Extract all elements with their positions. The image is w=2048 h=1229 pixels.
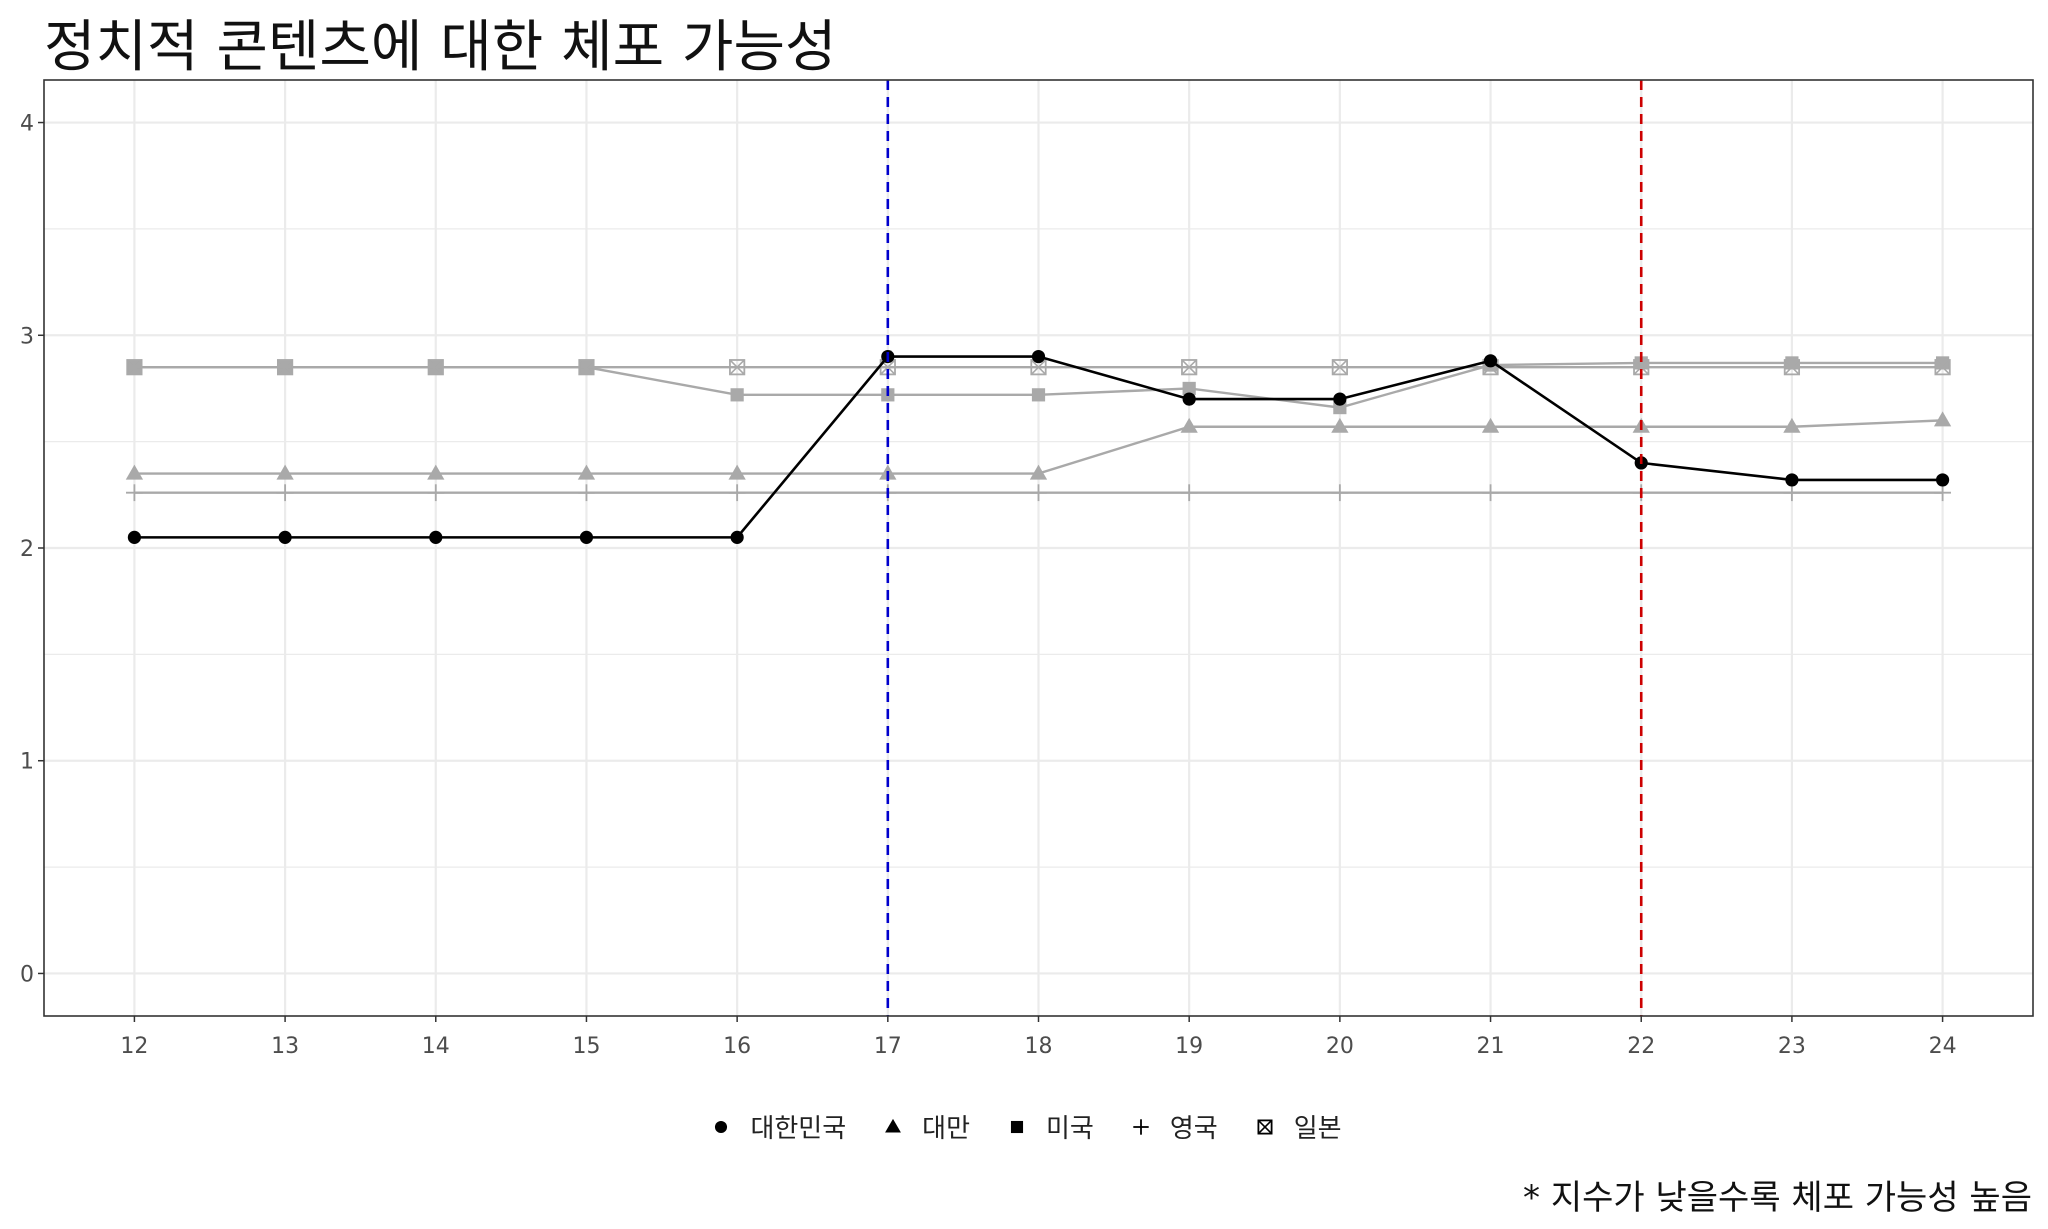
x-tick-label: 16 <box>723 1034 751 1059</box>
chart-title: 정치적 콘텐츠에 대한 체포 가능성 <box>44 15 837 80</box>
y-tick-label: 2 <box>20 537 34 562</box>
y-tick-label: 0 <box>20 962 34 987</box>
data-point-triangle <box>1029 464 1048 480</box>
y-tick-label: 3 <box>20 324 34 349</box>
x-tick-label: 14 <box>422 1034 450 1059</box>
legend: 대한민국 대만 미국 영국 일본 <box>0 1108 2048 1149</box>
legend-square-icon <box>1010 1120 1024 1133</box>
data-point-plus <box>1934 484 1951 502</box>
x-tick-label: 22 <box>1627 1034 1655 1059</box>
data-point-triangle <box>728 464 746 480</box>
data-point-plus <box>1180 484 1198 502</box>
data-point-circle <box>429 530 443 544</box>
legend-marker <box>885 1118 902 1133</box>
data-point-circle <box>1031 349 1046 364</box>
data-point-triangle <box>1331 417 1349 433</box>
legend-item: 일본 <box>1250 1108 1342 1145</box>
data-point-plus <box>578 484 595 502</box>
x-tick-label: 20 <box>1326 1034 1354 1059</box>
x-tick-label: 21 <box>1477 1034 1505 1059</box>
legend-plus-icon <box>1133 1118 1149 1135</box>
data-point-plus <box>728 484 746 502</box>
data-point-triangle <box>1783 417 1801 433</box>
data-point-square <box>1031 388 1046 402</box>
data-point-triangle <box>125 464 144 480</box>
legend-circle-icon <box>715 1120 728 1133</box>
x-tick-label: 13 <box>271 1034 299 1059</box>
legend-boxcross-icon <box>1257 1118 1273 1134</box>
y-tick-label: 1 <box>20 750 34 775</box>
legend-item: 대한민국 <box>706 1108 846 1145</box>
legend-item: 미국 <box>1002 1108 1094 1145</box>
legend-item: 대만 <box>878 1108 970 1145</box>
legend-label: 일본 <box>1293 1114 1342 1144</box>
legend-marker <box>1010 1120 1024 1133</box>
data-point-circle <box>1483 354 1498 368</box>
data-point-circle <box>1182 392 1196 406</box>
data-point-plus <box>427 484 445 502</box>
data-point-boxcross <box>1783 359 1801 376</box>
data-point-triangle <box>276 464 294 480</box>
data-point-plus <box>1331 484 1349 502</box>
legend-label: 대만 <box>922 1114 970 1144</box>
data-point-boxcross <box>427 359 444 376</box>
x-tick-label: 18 <box>1025 1034 1053 1059</box>
data-point-triangle <box>1933 411 1952 427</box>
legend-label: 영국 <box>1169 1114 1218 1144</box>
data-point-boxcross <box>276 359 294 376</box>
legend-marker <box>715 1120 728 1133</box>
legend-item: 영국 <box>1126 1108 1218 1145</box>
data-point-boxcross <box>578 359 595 376</box>
data-point-plus <box>1030 484 1047 502</box>
data-point-circle <box>730 530 744 544</box>
data-point-triangle <box>1481 417 1500 433</box>
data-point-boxcross <box>1934 359 1951 376</box>
data-point-plus <box>276 484 294 502</box>
data-point-circle <box>1333 392 1347 406</box>
data-point-circle <box>1935 473 1950 487</box>
data-point-square <box>1182 381 1196 396</box>
data-point-plus <box>126 484 143 502</box>
legend-label: 대한민국 <box>750 1114 847 1144</box>
data-point-plus <box>1783 484 1801 502</box>
y-tick-label: 4 <box>20 112 34 137</box>
data-point-circle <box>278 530 292 544</box>
panel-border <box>43 79 2034 1017</box>
x-tick-label: 23 <box>1778 1034 1806 1059</box>
data-point-triangle <box>1180 417 1198 433</box>
data-point-circle <box>127 530 142 544</box>
chart-caption: * 지수가 낮을수록 체포 가능성 높음 <box>1523 1178 2032 1218</box>
data-point-circle <box>1785 473 1799 487</box>
x-tick-label: 17 <box>874 1034 902 1059</box>
data-point-triangle <box>577 464 596 480</box>
data-point-boxcross <box>1331 359 1348 376</box>
legend-label: 미국 <box>1046 1114 1094 1144</box>
data-point-boxcross <box>126 359 143 376</box>
data-point-square <box>730 388 744 402</box>
legend-marker <box>1133 1118 1149 1135</box>
data-point-boxcross <box>1181 359 1198 376</box>
data-point-boxcross <box>729 359 746 376</box>
data-point-plus <box>1482 484 1499 502</box>
legend-marker <box>1257 1118 1273 1134</box>
x-tick-label: 19 <box>1175 1034 1203 1059</box>
legend-triangle-icon <box>885 1118 902 1133</box>
x-tick-label: 24 <box>1929 1034 1957 1059</box>
x-tick-label: 15 <box>572 1034 600 1059</box>
data-point-circle <box>579 530 594 544</box>
data-point-triangle <box>427 464 445 480</box>
x-tick-label: 12 <box>120 1034 148 1059</box>
